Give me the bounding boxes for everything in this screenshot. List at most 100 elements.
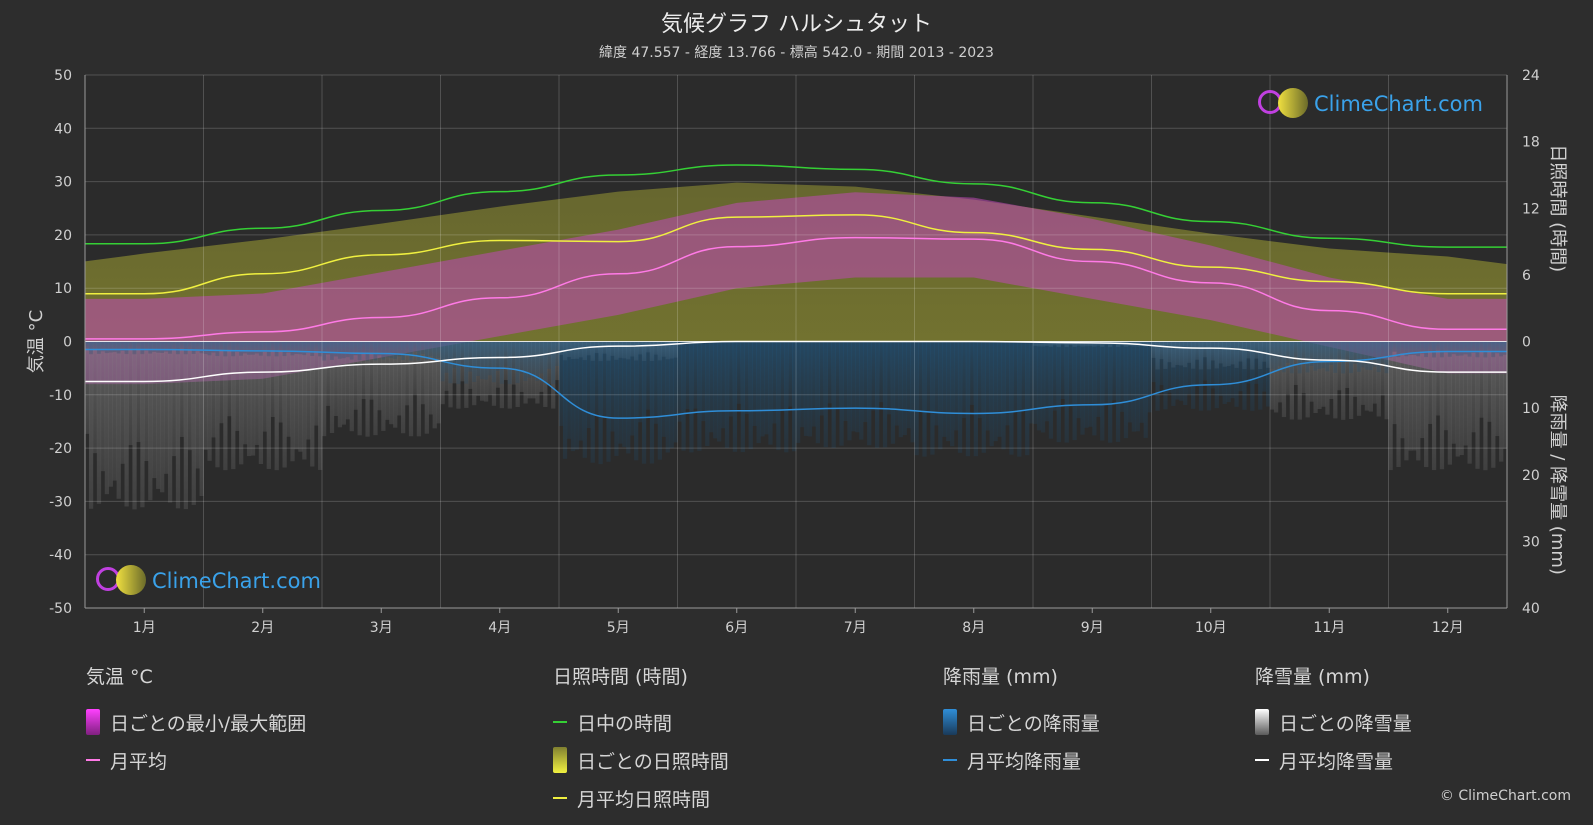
daily-snow-bar xyxy=(1392,341,1397,425)
daily-rain-bar xyxy=(1175,341,1180,400)
daily-rain-bar xyxy=(1313,341,1318,371)
daily-rain-bar xyxy=(1277,341,1283,367)
daily-rain-bar xyxy=(728,341,734,417)
daily-rain-bar xyxy=(1420,341,1425,354)
daily-rain-bar xyxy=(630,341,635,436)
daily-snow-bar xyxy=(270,341,275,418)
daily-snow-bar xyxy=(1459,341,1464,456)
daily-rain-bar xyxy=(1194,341,1200,387)
daily-snow-bar xyxy=(1471,341,1476,433)
daily-rain-bar xyxy=(720,341,726,429)
daily-rain-bar xyxy=(1191,341,1196,409)
legend-item: 日ごとの降雪量 xyxy=(1255,703,1412,741)
daily-snow-bar xyxy=(96,341,102,504)
legend-item: 月平均降雪量 xyxy=(1255,741,1412,779)
daily-rain-bar xyxy=(827,341,832,404)
daily-rain-bar xyxy=(132,341,137,355)
daily-rain-bar xyxy=(875,341,880,448)
x-tick-label: 7月 xyxy=(844,620,867,636)
daily-rain-bar xyxy=(325,341,331,355)
daily-rain-bar xyxy=(997,341,1002,437)
daily-snow-bar xyxy=(171,341,177,457)
daily-rain-bar xyxy=(282,341,287,357)
daylight-line xyxy=(85,164,1507,248)
swatch-sunshine xyxy=(553,747,567,773)
daily-rain-bar xyxy=(337,341,343,359)
daily-rain-bar xyxy=(361,341,366,354)
daily-snow-bar xyxy=(377,341,382,411)
daily-rain-bar xyxy=(965,341,971,457)
legend-label: 月平均降雨量 xyxy=(967,750,1082,773)
daily-rain-bar xyxy=(329,341,335,360)
daily-rain-bar xyxy=(1135,341,1140,432)
daily-rain-bar xyxy=(203,341,208,355)
daily-snow-bar xyxy=(436,341,441,424)
daily-rain-bar xyxy=(1400,341,1405,354)
daily-snow-bar xyxy=(215,341,220,468)
daily-snow-bar xyxy=(428,341,433,415)
temp-avg-line xyxy=(85,236,1507,340)
daily-rain-bar xyxy=(705,341,710,446)
daily-snow-bar xyxy=(92,341,98,454)
daily-rain-bar xyxy=(950,341,955,447)
daily-rain-bar xyxy=(1238,341,1243,392)
swatch-snow-avg xyxy=(1255,759,1269,761)
daily-snow-bar xyxy=(1455,341,1460,457)
daily-snow-bar xyxy=(298,341,303,452)
daily-snow-bar xyxy=(1400,341,1405,439)
daily-rain-bar xyxy=(985,341,990,431)
daily-rain-bar xyxy=(389,341,394,359)
daily-rain-bar xyxy=(622,341,627,447)
daily-rain-bar xyxy=(697,341,702,451)
daily-rain-bar xyxy=(483,341,489,380)
daily-snow-bar xyxy=(160,341,165,493)
daily-rain-bar xyxy=(420,341,425,355)
daily-snow-bar xyxy=(1301,341,1306,394)
daily-snow-bar xyxy=(1364,341,1370,411)
daily-snow-bar xyxy=(1412,341,1417,451)
daily-rain-bar xyxy=(164,341,169,352)
daily-rain-bar xyxy=(1163,341,1168,410)
x-tick-label: 4月 xyxy=(488,620,511,636)
daily-rain-bar xyxy=(480,341,485,380)
daily-snow-bar xyxy=(203,341,208,450)
daily-rain-bar xyxy=(92,341,98,351)
daily-snow-bar xyxy=(1368,341,1373,412)
daily-rain-bar xyxy=(1467,341,1472,357)
daily-rain-bar xyxy=(748,341,753,450)
daily-snow-bar xyxy=(1439,341,1445,470)
y-tick-label-right: 18 xyxy=(1522,135,1540,151)
daily-rain-bar xyxy=(365,341,370,361)
daily-rain-bar xyxy=(811,341,817,427)
swatch-temp-range xyxy=(86,709,100,735)
daily-rain-bar xyxy=(594,341,599,415)
daily-snow-bar xyxy=(1483,341,1488,471)
daily-rain-bar xyxy=(752,341,757,426)
daily-rain-bar xyxy=(938,341,943,450)
daily-rain-bar xyxy=(266,341,271,357)
daily-rain-bar xyxy=(1115,341,1121,442)
daily-rain-bar xyxy=(1119,341,1125,412)
x-tick-label: 5月 xyxy=(607,620,630,636)
daily-rain-bar xyxy=(886,341,892,415)
daily-rain-bar xyxy=(1329,341,1334,365)
daily-rain-bar xyxy=(701,341,706,422)
legend-header: 降雪量 (mm) xyxy=(1255,666,1370,688)
daily-snow-bar xyxy=(1451,341,1456,444)
logo-icon xyxy=(1258,88,1310,120)
daily-rain-bar xyxy=(930,341,935,455)
daily-snow-bar xyxy=(1281,341,1287,418)
legend-header: 日照時間 (時間) xyxy=(553,666,688,688)
daily-rain-bar xyxy=(464,341,469,384)
daily-snow-bar xyxy=(416,341,422,437)
legend-item: 日ごとの降雨量 xyxy=(943,703,1100,741)
daily-rain-bar xyxy=(491,341,497,383)
y-tick-label-right: 30 xyxy=(1522,534,1540,550)
daily-rain-bar xyxy=(1210,341,1215,389)
daily-rain-bar xyxy=(606,341,611,462)
daily-snow-bar xyxy=(1293,341,1298,386)
y-tick-label-right: 12 xyxy=(1522,201,1540,217)
daily-snow-bar xyxy=(140,341,145,508)
daily-rain-bar xyxy=(942,341,947,437)
daily-rain-bar xyxy=(412,341,418,353)
